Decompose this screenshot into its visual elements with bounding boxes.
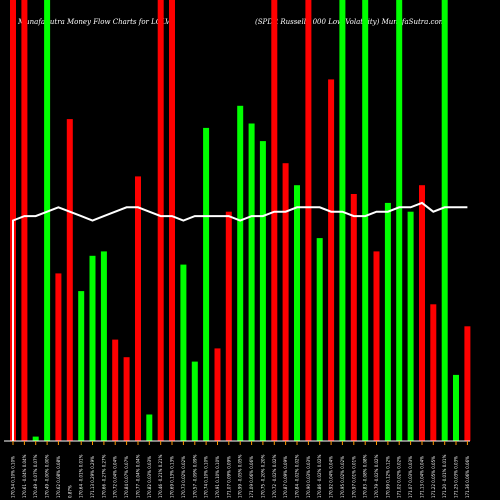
bar-17 bbox=[191, 361, 198, 441]
x-tick-label-40: 171.25 0.03% 0.03% bbox=[454, 456, 459, 498]
x-tick-label-5: 170.62 0.08% 0.08% bbox=[56, 456, 61, 498]
bar-34 bbox=[384, 202, 391, 441]
bar-9 bbox=[100, 251, 107, 441]
bar-20 bbox=[225, 211, 232, 441]
bar-21 bbox=[237, 105, 244, 442]
bar-22 bbox=[248, 123, 255, 441]
x-tick-label-33: 170.79 -0.02% 0.02% bbox=[374, 454, 379, 498]
bar-6 bbox=[66, 119, 73, 441]
x-tick-label-3: 170.49 -0.07% 0.07% bbox=[33, 454, 38, 498]
bar-29 bbox=[328, 79, 335, 442]
x-tick-label-35: 171.02 0.02% 0.02% bbox=[397, 456, 402, 498]
x-tick-label-4: 170.49 -0.00% 0.00% bbox=[45, 454, 50, 498]
money-flow-line bbox=[12, 201, 468, 441]
x-tick-label-6: 0.87% bbox=[67, 485, 72, 498]
x-tick-label-2: 170.61 -0.04% 0.04% bbox=[22, 454, 27, 498]
x-tick-label-25: 170.87 0.09% 0.09% bbox=[283, 456, 288, 498]
x-tick-label-27: 170.90 0.03% 0.03% bbox=[306, 456, 311, 498]
x-tick-label-24: 170.72 -0.02% 0.02% bbox=[272, 454, 277, 498]
bar-38 bbox=[430, 304, 437, 441]
bar-28 bbox=[316, 238, 323, 441]
chart-title-left: MunafaSutra Money Flow Charts for LGLV bbox=[17, 18, 171, 26]
bar-8 bbox=[89, 255, 96, 441]
bar-16 bbox=[180, 264, 187, 441]
x-tick-label-36: 171.07 0.03% 0.03% bbox=[408, 456, 413, 498]
bar-7 bbox=[78, 291, 85, 441]
bar-33 bbox=[373, 251, 380, 441]
bar-30 bbox=[339, 0, 346, 441]
x-tick-label-26: 170.84 -0.02% 0.02% bbox=[295, 454, 300, 498]
bar-25 bbox=[282, 163, 289, 441]
x-tick-label-32: 170.83 -0.08% 0.08% bbox=[363, 454, 368, 498]
bar-15 bbox=[169, 0, 175, 441]
bar-12 bbox=[135, 176, 141, 441]
bar-5 bbox=[55, 273, 62, 441]
x-tick-label-16: 170.73 0.02% 0.02% bbox=[181, 456, 186, 498]
x-tick-label-34: 170.99 0.12% 0.12% bbox=[385, 456, 390, 498]
bars-layer bbox=[10, 0, 471, 442]
bar-27 bbox=[305, 0, 312, 441]
bar-14 bbox=[157, 0, 164, 441]
bar-36 bbox=[407, 211, 414, 441]
x-tick-label-20: 171.07 0.09% 0.09% bbox=[226, 456, 231, 498]
bar-3 bbox=[32, 436, 39, 441]
x-tick-label-28: 170.86 -0.02% 0.02% bbox=[317, 454, 322, 498]
x-tick-label-39: 171.20 -0.01% 0.01% bbox=[442, 454, 447, 498]
x-tick-label-14: 170.46 -0.21% 0.21% bbox=[158, 454, 163, 498]
x-tick-label-17: 170.57 -0.09% 0.09% bbox=[192, 454, 197, 498]
x-tick-label-13: 170.82 0.03% 0.03% bbox=[147, 456, 152, 498]
bar-13 bbox=[146, 414, 153, 441]
bar-24 bbox=[271, 0, 278, 441]
bar-31 bbox=[350, 194, 357, 441]
x-tick-label-22: 171.09 0.06% 0.06% bbox=[249, 456, 254, 498]
x-tick-label-9: 170.66 -0.27% 0.27% bbox=[101, 454, 106, 498]
x-tick-label-10: 170.72 0.04% 0.04% bbox=[113, 456, 118, 498]
x-tick-label-23: 170.75 -0.20% 0.20% bbox=[260, 454, 265, 498]
chart-title-right: (SPDR Russell 1000 Low Volatility) Munaf… bbox=[255, 18, 446, 26]
bar-11 bbox=[123, 357, 130, 441]
x-tick-label-41: 171.36 0.06% 0.06% bbox=[465, 456, 470, 498]
bar-19 bbox=[214, 348, 221, 441]
x-tick-label-1: 170.54 0.10% 0.10% bbox=[11, 456, 16, 498]
x-tick-label-7: 170.64 -0.01% 0.01% bbox=[79, 454, 84, 498]
bar-32 bbox=[362, 0, 369, 441]
bar-40 bbox=[453, 374, 459, 441]
x-tick-label-37: 171.13 0.04% 0.04% bbox=[420, 456, 425, 498]
bar-37 bbox=[419, 185, 425, 441]
x-tick-label-38: 171.22 0.05% 0.05% bbox=[431, 456, 436, 498]
x-tick-label-29: 170.92 0.04% 0.04% bbox=[329, 456, 334, 498]
bar-2 bbox=[21, 0, 28, 441]
x-tick-label-30: 170.95 0.02% 0.02% bbox=[340, 456, 345, 498]
x-tick-label-8: 171.13 0.29% 0.29% bbox=[90, 456, 95, 498]
x-tick-label-11: 170.84 0.07% 0.07% bbox=[124, 456, 129, 498]
money-flow-line-layer bbox=[12, 201, 468, 441]
bar-35 bbox=[396, 0, 403, 441]
bar-4 bbox=[44, 0, 51, 441]
bar-39 bbox=[441, 0, 448, 441]
bar-41 bbox=[464, 326, 471, 441]
bar-10 bbox=[112, 339, 119, 441]
x-tick-label-19: 170.91 0.10% 0.10% bbox=[215, 456, 220, 498]
x-tick-label-18: 170.74 0.10% 0.10% bbox=[204, 456, 209, 498]
bar-26 bbox=[294, 185, 300, 441]
x-tick-label-21: 170.99 -0.05% 0.05% bbox=[238, 454, 243, 498]
x-tick-label-31: 170.97 0.01% 0.01% bbox=[351, 456, 356, 498]
bar-23 bbox=[259, 141, 266, 441]
bar-18 bbox=[203, 127, 210, 442]
x-tick-layer: 170.54 0.10% 0.10% 170.61 -0.04% 0.04% 170… bbox=[11, 441, 470, 498]
x-tick-label-15: 170.69 0.13% 0.13% bbox=[170, 456, 175, 498]
x-tick-label-12: 170.77 -0.04% 0.04% bbox=[136, 454, 141, 498]
